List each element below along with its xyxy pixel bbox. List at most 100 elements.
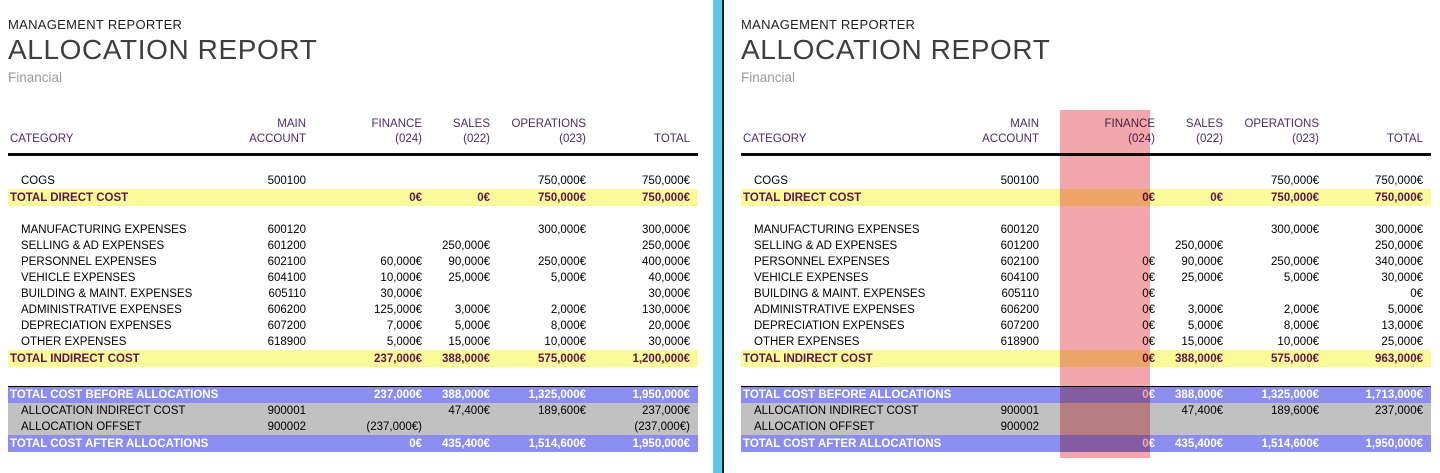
cell-total: 30,000€ (648, 288, 690, 300)
cell-account: 602100 (267, 256, 306, 268)
cell-category: OTHER EXPENSES (754, 336, 860, 348)
cell-account: 604100 (267, 272, 306, 284)
cell-total: 25,000€ (1381, 336, 1423, 348)
cell-total: 750,000€ (642, 175, 690, 187)
cell-finance: 0€ (1142, 320, 1155, 332)
cell-finance: 0€ (1142, 389, 1155, 401)
cell-operations: 5,000€ (1283, 272, 1319, 284)
cell-category: TOTAL COST BEFORE ALLOCATIONS (10, 389, 219, 401)
spacer-row (8, 206, 698, 222)
report-row: TOTAL INDIRECT COST 237,000€ 388,000€ 575,0… (8, 350, 698, 367)
cell-total: 30,000€ (648, 336, 690, 348)
report-row: MANUFACTURING EXPENSES 600120 300,000€ 300,… (8, 222, 698, 238)
cell-sales: 388,000€ (442, 352, 490, 365)
report-row: SELLING & AD EXPENSES 601200 250,000€ 250,0… (8, 238, 698, 254)
cell-account: 600120 (1000, 224, 1039, 236)
cell-sales: 5,000€ (454, 320, 490, 332)
cell-account: 601200 (1000, 240, 1039, 252)
spacer-row (741, 367, 1431, 386)
report-row: BUILDING & MAINT. EXPENSES 605110 30,000€ 3… (8, 286, 698, 302)
cell-account: 618900 (267, 336, 306, 348)
cell-operations: 8,000€ (1283, 320, 1319, 332)
report-row: BUILDING & MAINT. EXPENSES 605110 0€ 0€ (741, 286, 1431, 302)
cell-finance: 5,000€ (386, 336, 422, 348)
cell-operations: 1,514,600€ (528, 437, 586, 450)
cell-operations: 750,000€ (538, 175, 586, 187)
cell-operations: 300,000€ (538, 224, 586, 236)
cell-account: 606200 (1000, 304, 1039, 316)
cell-sales: 90,000€ (1181, 256, 1223, 268)
report-subtitle: Financial (741, 70, 796, 85)
cell-total: 0€ (1410, 288, 1423, 300)
cell-operations: 575,000€ (538, 352, 586, 365)
cell-category: ALLOCATION INDIRECT COST (21, 405, 186, 417)
cell-account: 607200 (1000, 320, 1039, 332)
cell-total: 40,000€ (648, 272, 690, 284)
report-subtitle: Financial (8, 70, 63, 85)
cell-account: 900001 (1000, 405, 1039, 417)
cell-total: 750,000€ (642, 191, 690, 204)
cell-operations: 2,000€ (1283, 304, 1319, 316)
cell-operations: 250,000€ (538, 256, 586, 268)
cell-category: TOTAL COST AFTER ALLOCATIONS (743, 437, 942, 450)
report-row: ADMINISTRATIVE EXPENSES 606200 125,000€ 3,0… (8, 302, 698, 318)
cell-total: 250,000€ (642, 240, 690, 252)
cell-sales: 25,000€ (1181, 272, 1223, 284)
cell-category: VEHICLE EXPENSES (21, 272, 136, 284)
column-header-sales: SALES (022) (1185, 118, 1223, 145)
cell-sales: 5,000€ (1187, 320, 1223, 332)
cell-sales: 250,000€ (442, 240, 490, 252)
cell-category: DEPRECIATION EXPENSES (21, 320, 172, 332)
cell-finance: 30,000€ (380, 288, 422, 300)
report-row: ALLOCATION INDIRECT COST 900001 47,400€ 189… (8, 403, 698, 419)
cell-sales: 15,000€ (448, 336, 490, 348)
cell-category: TOTAL DIRECT COST (10, 191, 129, 204)
cell-category: TOTAL INDIRECT COST (10, 352, 140, 365)
cell-finance: 0€ (1142, 288, 1155, 300)
cell-category: BUILDING & MAINT. EXPENSES (754, 288, 926, 300)
cell-sales: 0€ (477, 191, 490, 204)
cell-total: 300,000€ (642, 224, 690, 236)
report-header: MANAGEMENT REPORTER ALLOCATION REPORT Fi… (8, 0, 698, 86)
cell-account: 605110 (268, 288, 306, 300)
cell-category: ALLOCATION INDIRECT COST (754, 405, 919, 417)
cell-total: 1,950,000€ (632, 389, 690, 401)
cell-category: COGS (21, 175, 55, 187)
cell-total: 130,000€ (642, 304, 690, 316)
report-rows: COGS 500100 750,000€ 750,000€ TOTAL DIRECT C… (8, 173, 698, 452)
cell-sales: 25,000€ (448, 272, 490, 284)
report-row: ALLOCATION INDIRECT COST 900001 47,400€ 189… (741, 403, 1431, 419)
cell-sales: 435,400€ (442, 437, 490, 450)
cell-total: 963,000€ (1375, 352, 1423, 365)
report-panel-right: MANAGEMENT REPORTER ALLOCATION REPORT Fi… (741, 0, 1431, 473)
cell-operations: 8,000€ (550, 320, 586, 332)
report-header: MANAGEMENT REPORTER ALLOCATION REPORT Fi… (741, 0, 1431, 86)
cell-total: 20,000€ (648, 320, 690, 332)
cell-category: PERSONNEL EXPENSES (754, 256, 890, 268)
column-header-total: TOTAL (654, 133, 690, 145)
cell-operations: 189,600€ (1271, 405, 1319, 417)
cell-operations: 575,000€ (1271, 352, 1319, 365)
cell-account: 500100 (1000, 175, 1039, 187)
report-row: TOTAL COST AFTER ALLOCATIONS 0€ 435,400€ 1,… (741, 435, 1431, 452)
cell-operations: 189,600€ (538, 405, 586, 417)
cell-operations: 10,000€ (1277, 336, 1319, 348)
spacer-row (8, 367, 698, 386)
cell-category: SELLING & AD EXPENSES (21, 240, 165, 252)
cell-category: TOTAL COST AFTER ALLOCATIONS (10, 437, 209, 450)
cell-finance: 237,000€ (374, 389, 422, 401)
column-header-category: CATEGORY (10, 133, 74, 145)
cell-total: 400,000€ (642, 256, 690, 268)
column-header-operations: OPERATIONS (023) (1244, 118, 1319, 145)
cell-finance: 0€ (1142, 256, 1155, 268)
report-panel-left: MANAGEMENT REPORTER ALLOCATION REPORT Fi… (8, 0, 698, 473)
cell-total: 250,000€ (1375, 240, 1423, 252)
cell-sales: 388,000€ (1175, 352, 1223, 365)
cell-total: 340,000€ (1375, 256, 1423, 268)
cell-finance: 0€ (409, 191, 422, 204)
report-row: COGS 500100 750,000€ 750,000€ (8, 173, 698, 189)
cell-finance: 0€ (409, 437, 422, 450)
cell-total: 750,000€ (1375, 191, 1423, 204)
report-title: ALLOCATION REPORT (8, 34, 318, 65)
cell-account: 500100 (267, 175, 306, 187)
